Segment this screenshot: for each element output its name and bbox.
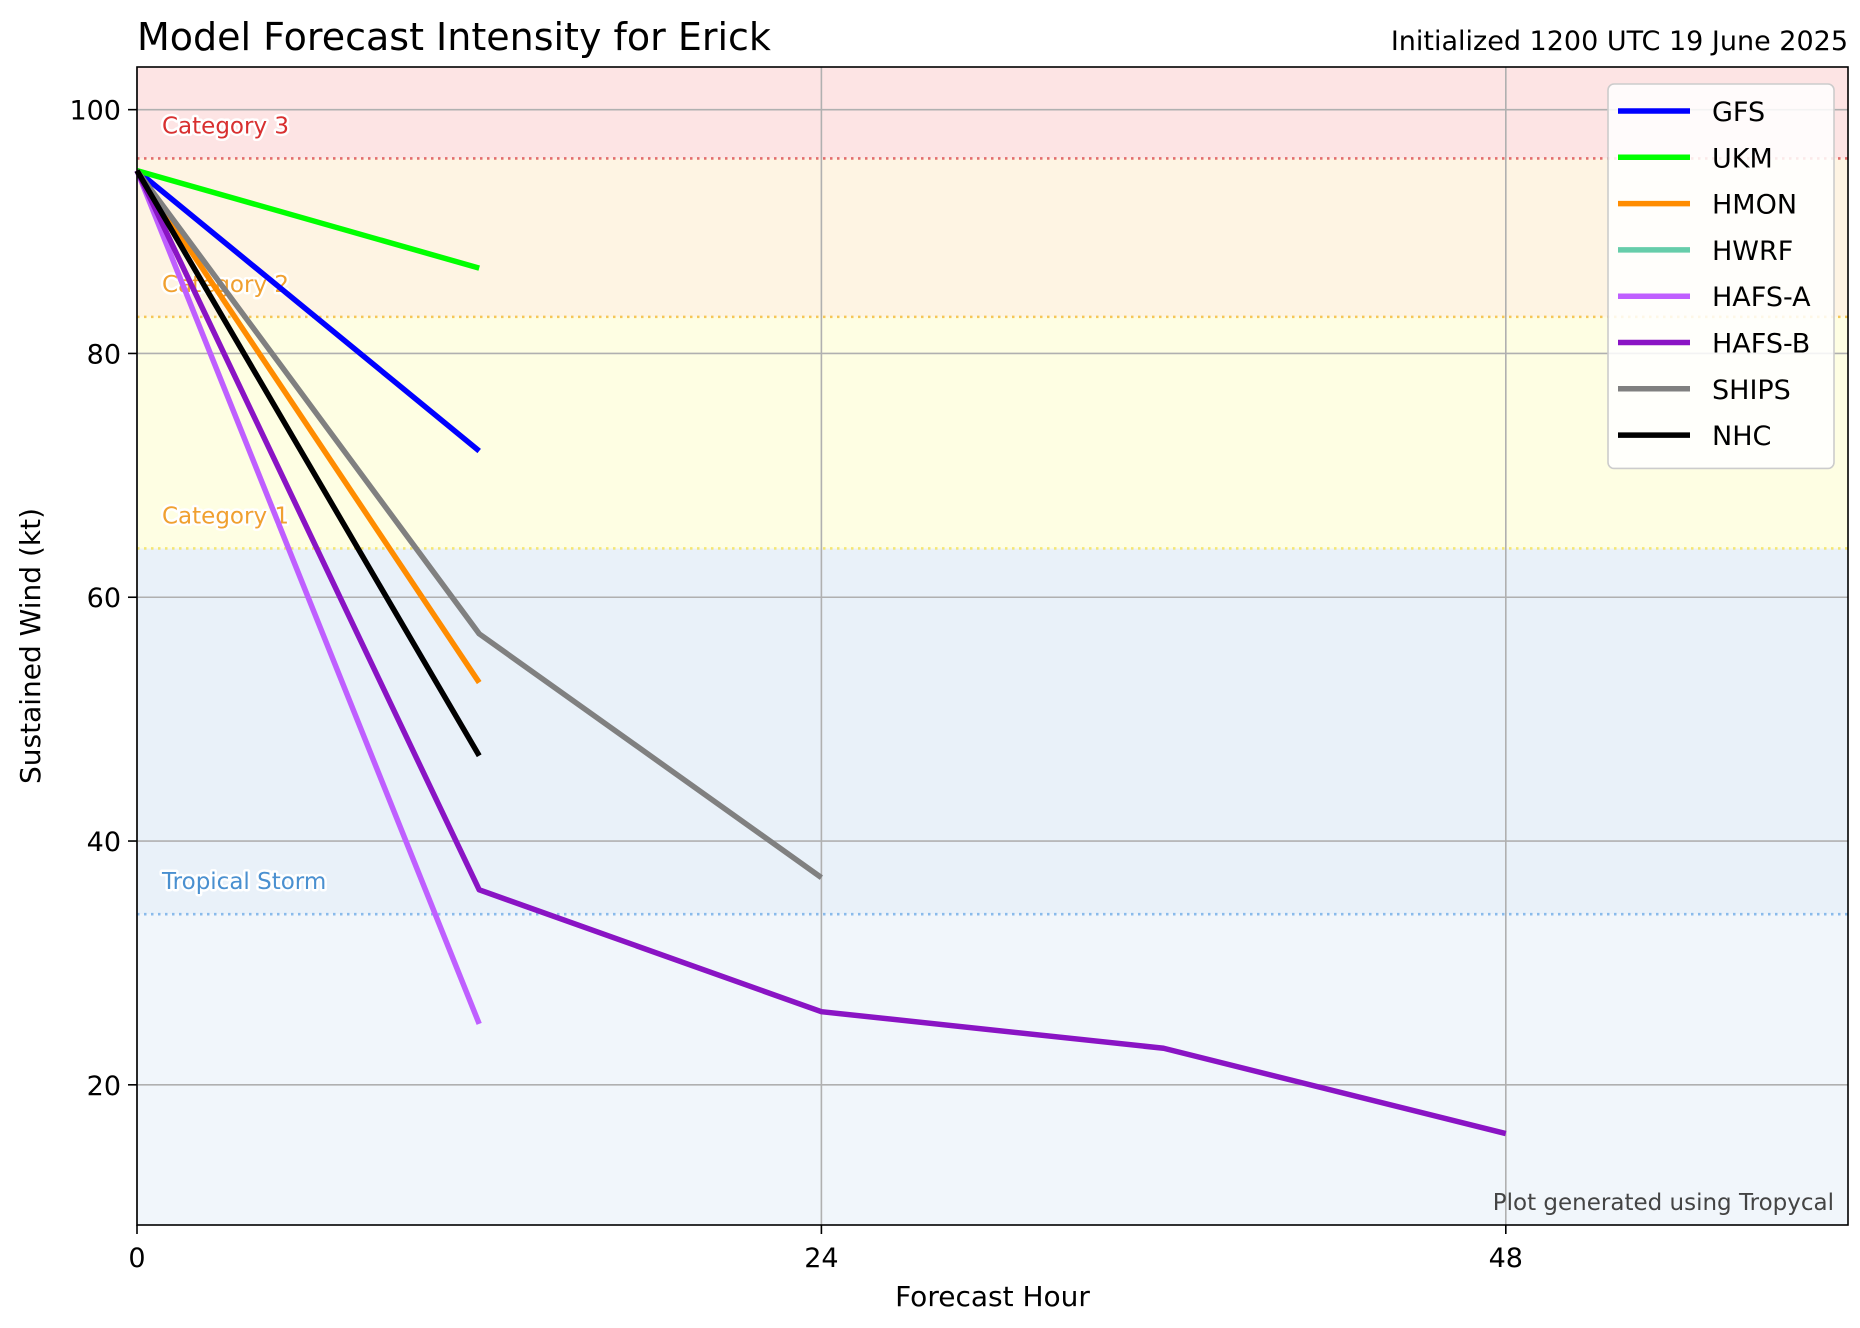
x-axis-ticks: 0 24 48 [128, 1225, 1523, 1274]
grid-lines [136, 67, 1848, 1225]
legend-label-hwrf: HWRF [1712, 236, 1793, 267]
legend-label-gfs: GFS [1712, 97, 1765, 128]
legend-box [1607, 83, 1835, 470]
legend-label-hmon: HMON [1712, 190, 1797, 221]
y-tick-label: 100 [69, 96, 121, 127]
series-line-hafs-a [134, 169, 482, 1025]
intensity-category-bands [137, 67, 1848, 1225]
series-line-gfs [135, 168, 481, 454]
legend-label-hafs-a: HAFS-A [1712, 282, 1811, 313]
y-tick-label: 60 [87, 583, 121, 614]
model-series-lines [134, 167, 1507, 1137]
x-axis-label: Forecast Hour [895, 1280, 1090, 1313]
series-line-ukm [136, 167, 480, 271]
y-tick-label: 20 [87, 1071, 121, 1102]
x-tick-label: 48 [1489, 1243, 1523, 1274]
legend-label-nhc: NHC [1712, 421, 1771, 452]
band-category-1 [137, 316, 1848, 549]
band-label-tropical-storm: Tropical Storm [161, 869, 326, 895]
category-threshold-lines [137, 157, 1848, 916]
band-tropical-storm [137, 548, 1848, 915]
chart-legend: GFS UKM HMON HWRF HAFS-A HAFS-B SHIPS NHC [1607, 83, 1835, 470]
legend-label-hafs-b: HAFS-B [1712, 329, 1810, 360]
band-label-category-3: Category 3 [162, 113, 289, 139]
y-axis-label: Sustained Wind (kt) [14, 508, 47, 784]
legend-label-ukm: UKM [1712, 143, 1773, 174]
x-tick-label: 24 [804, 1243, 838, 1274]
chart-subtitle: Initialized 1200 UTC 19 June 2025 [1391, 26, 1848, 57]
legend-label-ships: SHIPS [1712, 375, 1791, 406]
y-tick-label: 80 [87, 339, 121, 370]
series-line-ships [134, 168, 823, 880]
plot-credit: Plot generated using Tropycal [1493, 1190, 1834, 1216]
series-line-nhc [134, 169, 482, 758]
band-below-tropical-storm [137, 914, 1848, 1225]
chart-title: Model Forecast Intensity for Erick [137, 15, 771, 59]
plot-frame [136, 66, 1849, 1226]
band-category-3 [137, 67, 1848, 159]
series-line-hafs-b [134, 169, 1507, 1137]
x-tick-label: 0 [128, 1243, 145, 1274]
y-tick-label: 40 [87, 827, 121, 858]
y-axis-ticks: 20 40 60 80 100 [69, 96, 137, 1102]
series-line-hmon [134, 169, 482, 685]
band-category-2 [137, 158, 1848, 317]
